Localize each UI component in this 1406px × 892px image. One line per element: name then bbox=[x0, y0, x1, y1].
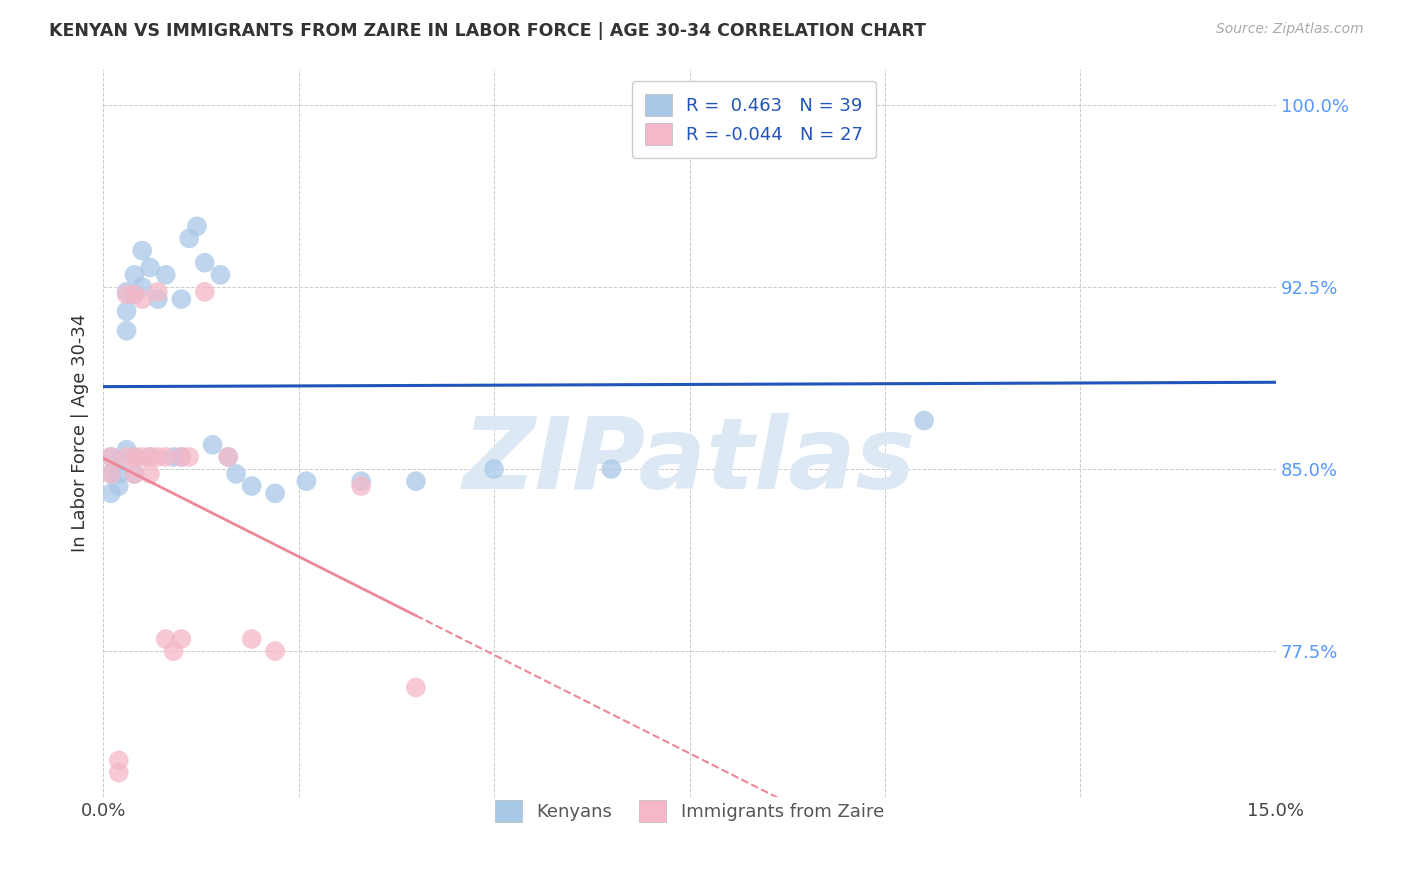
Text: Source: ZipAtlas.com: Source: ZipAtlas.com bbox=[1216, 22, 1364, 37]
Point bbox=[155, 632, 177, 646]
Point bbox=[124, 287, 146, 301]
Point bbox=[179, 231, 201, 245]
Point bbox=[107, 479, 129, 493]
Point bbox=[107, 765, 129, 780]
Point bbox=[115, 442, 138, 457]
Point bbox=[146, 292, 169, 306]
Point bbox=[170, 450, 193, 464]
Point bbox=[170, 632, 193, 646]
Point bbox=[124, 287, 146, 301]
Point bbox=[405, 474, 427, 488]
Point bbox=[115, 304, 138, 318]
Point bbox=[912, 413, 935, 427]
Text: ZIPatlas: ZIPatlas bbox=[463, 413, 917, 510]
Point bbox=[146, 285, 169, 299]
Point bbox=[225, 467, 247, 481]
Point bbox=[131, 244, 153, 258]
Point bbox=[107, 455, 129, 469]
Point bbox=[139, 467, 162, 481]
Point bbox=[162, 644, 184, 658]
Point bbox=[115, 450, 138, 464]
Point bbox=[155, 268, 177, 282]
Point bbox=[139, 260, 162, 275]
Point bbox=[217, 450, 239, 464]
Point bbox=[100, 486, 122, 500]
Point bbox=[124, 450, 146, 464]
Point bbox=[217, 450, 239, 464]
Point bbox=[131, 280, 153, 294]
Point bbox=[295, 474, 318, 488]
Point bbox=[124, 450, 146, 464]
Point bbox=[124, 467, 146, 481]
Point bbox=[482, 462, 505, 476]
Point bbox=[115, 287, 138, 301]
Point bbox=[240, 479, 263, 493]
Point bbox=[155, 450, 177, 464]
Point bbox=[100, 467, 122, 481]
Point bbox=[115, 285, 138, 299]
Point bbox=[194, 256, 217, 270]
Point bbox=[100, 450, 122, 464]
Point bbox=[264, 644, 287, 658]
Point bbox=[100, 467, 122, 481]
Point bbox=[139, 450, 162, 464]
Point bbox=[179, 450, 201, 464]
Point bbox=[170, 292, 193, 306]
Point bbox=[131, 450, 153, 464]
Point bbox=[115, 324, 138, 338]
Point bbox=[733, 115, 755, 129]
Point bbox=[600, 462, 623, 476]
Point bbox=[124, 268, 146, 282]
Point bbox=[139, 450, 162, 464]
Point bbox=[100, 450, 122, 464]
Legend: Kenyans, Immigrants from Zaire: Kenyans, Immigrants from Zaire bbox=[482, 788, 897, 835]
Point bbox=[186, 219, 208, 234]
Point bbox=[107, 467, 129, 481]
Point bbox=[350, 474, 373, 488]
Point bbox=[162, 450, 184, 464]
Point bbox=[201, 438, 224, 452]
Point bbox=[131, 292, 153, 306]
Point bbox=[209, 268, 232, 282]
Point bbox=[405, 681, 427, 695]
Point bbox=[146, 450, 169, 464]
Point bbox=[350, 479, 373, 493]
Point bbox=[240, 632, 263, 646]
Point bbox=[264, 486, 287, 500]
Y-axis label: In Labor Force | Age 30-34: In Labor Force | Age 30-34 bbox=[72, 313, 89, 552]
Point bbox=[107, 753, 129, 767]
Text: KENYAN VS IMMIGRANTS FROM ZAIRE IN LABOR FORCE | AGE 30-34 CORRELATION CHART: KENYAN VS IMMIGRANTS FROM ZAIRE IN LABOR… bbox=[49, 22, 927, 40]
Point bbox=[170, 450, 193, 464]
Point bbox=[124, 467, 146, 481]
Point bbox=[194, 285, 217, 299]
